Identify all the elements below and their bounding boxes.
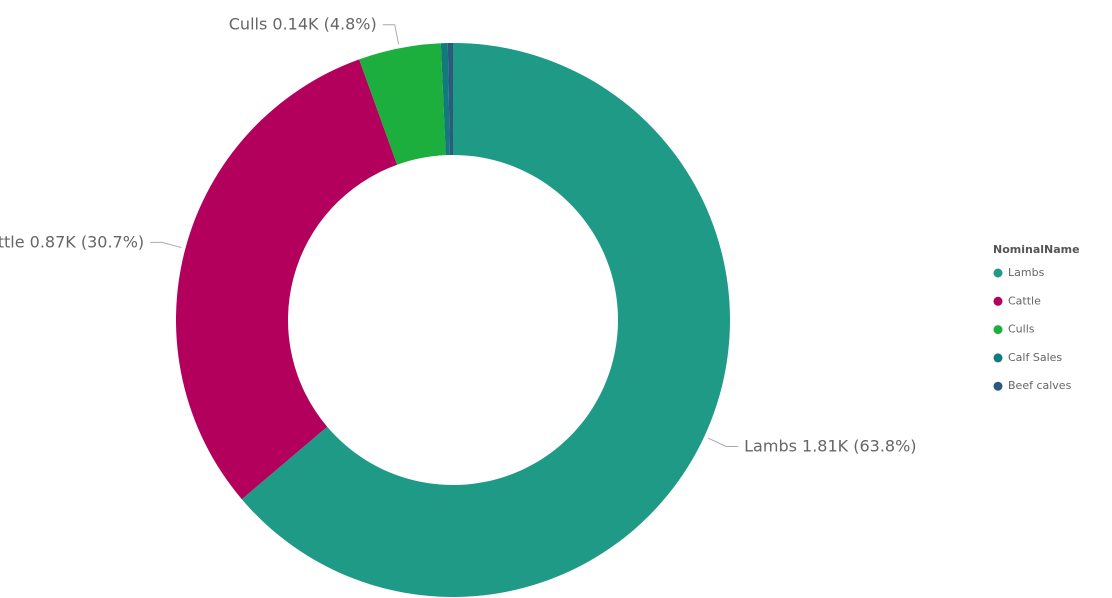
data-label: Cattle 0.87K (30.7%) (0, 232, 144, 251)
legend-title: NominalName (993, 243, 1080, 256)
legend-label: Culls (1008, 323, 1035, 336)
legend-marker (993, 268, 1003, 278)
legend-label: Calf Sales (1008, 351, 1062, 364)
legend-label: Beef calves (1008, 379, 1072, 392)
label-name: Culls (229, 14, 268, 33)
donut-slice (175, 59, 398, 500)
donut-slice (440, 43, 450, 156)
data-label: Lambs 1.81K (63.8%) (744, 436, 916, 455)
legend-marker (993, 353, 1003, 363)
leader-line (707, 437, 739, 447)
legend-marker (993, 296, 1003, 306)
legend-label: Lambs (1008, 266, 1045, 279)
legend-marker (993, 381, 1003, 391)
label-value: 0.14K (4.8%) (272, 14, 376, 33)
donut-slice (241, 43, 730, 597)
label-name: Cattle (0, 232, 25, 251)
leader-line (150, 241, 182, 249)
legend-label: Cattle (1008, 294, 1041, 307)
leader-line (382, 24, 400, 45)
legend-marker (993, 325, 1003, 335)
donut-slice (359, 43, 446, 165)
data-label: Culls 0.14K (4.8%) (229, 14, 377, 33)
label-name: Lambs (744, 436, 797, 455)
label-value: 1.81K (63.8%) (802, 436, 917, 455)
label-value: 0.87K (30.7%) (30, 232, 145, 251)
donut-slice (447, 43, 453, 156)
